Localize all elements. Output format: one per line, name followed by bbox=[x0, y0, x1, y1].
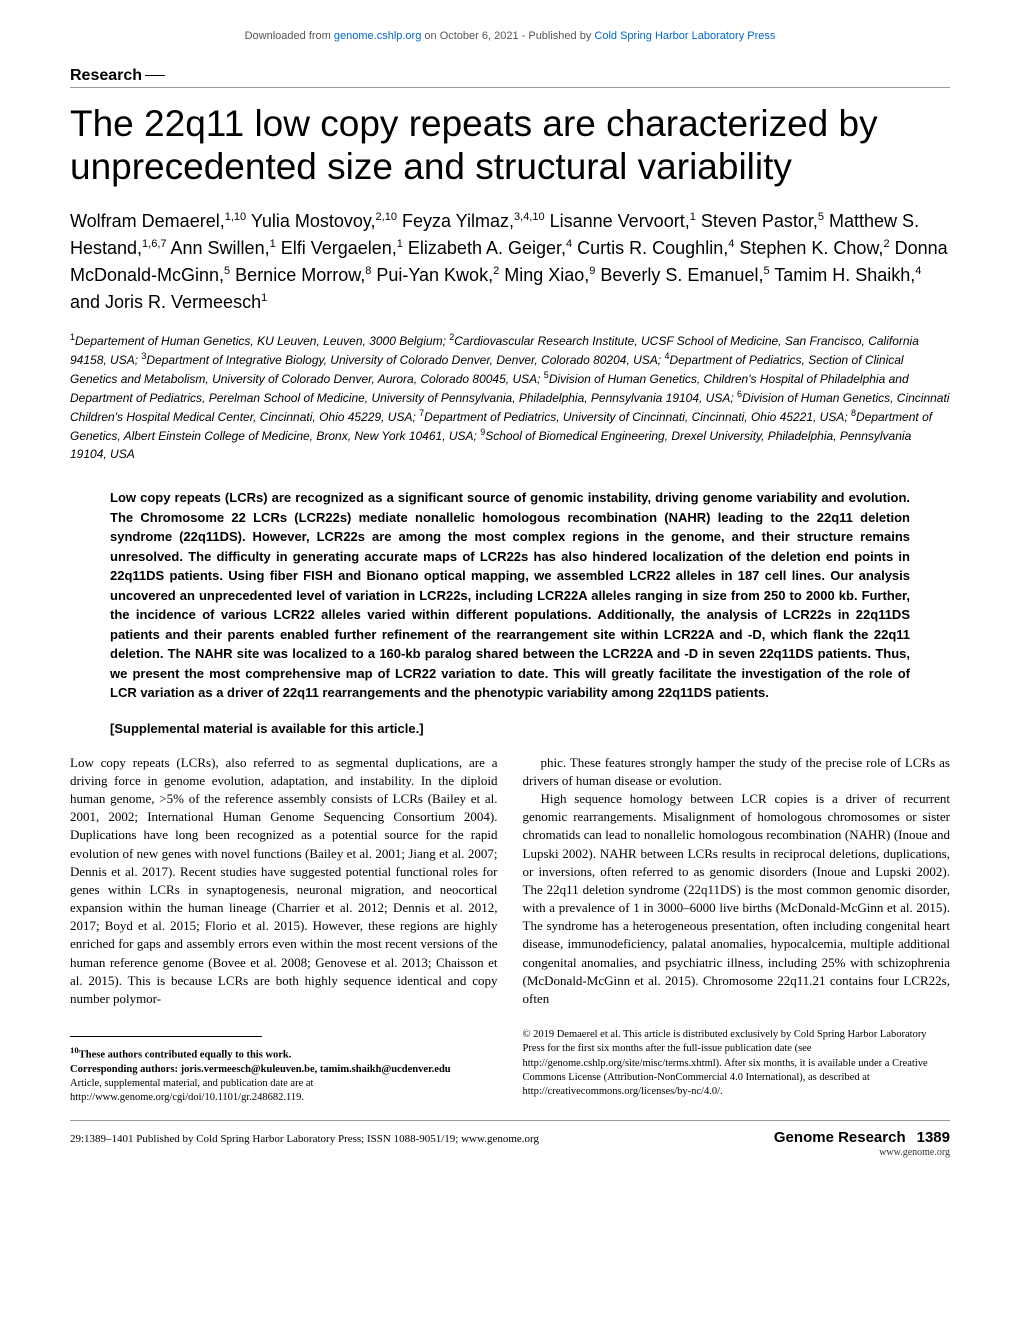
journal-info: Genome Research 1389 www.genome.org bbox=[774, 1129, 950, 1158]
journal-name: Genome Research bbox=[774, 1129, 906, 1146]
banner-mid: on October 6, 2021 - Published by bbox=[421, 30, 594, 42]
footnote-section: 10These authors contributed equally to t… bbox=[70, 1028, 950, 1105]
body-paragraph: High sequence homology between LCR copie… bbox=[523, 790, 951, 1008]
equal-contribution-note: 10These authors contributed equally to t… bbox=[70, 1045, 498, 1063]
copyright-notice: © 2019 Demaerel et al. This article is d… bbox=[523, 1028, 951, 1099]
supplemental-note: [Supplemental material is available for … bbox=[110, 721, 910, 736]
corresponding-authors: Corresponding authors: joris.vermeesch@k… bbox=[70, 1063, 498, 1077]
article-title: The 22q11 low copy repeats are character… bbox=[70, 103, 950, 188]
section-label: Research bbox=[70, 67, 950, 88]
journal-url: www.genome.org bbox=[879, 1147, 950, 1158]
banner-link-publisher[interactable]: Cold Spring Harbor Laboratory Press bbox=[594, 30, 775, 42]
page-number: 1389 bbox=[917, 1129, 950, 1146]
body-text: Low copy repeats (LCRs), also referred t… bbox=[70, 754, 950, 1009]
download-banner: Downloaded from genome.cshlp.org on Octo… bbox=[70, 30, 950, 42]
article-info: Article, supplemental material, and publ… bbox=[70, 1077, 498, 1105]
body-paragraph: Low copy repeats (LCRs), also referred t… bbox=[70, 754, 498, 1009]
banner-prefix: Downloaded from bbox=[245, 30, 334, 42]
footnote-divider bbox=[70, 1036, 262, 1037]
banner-link-source[interactable]: genome.cshlp.org bbox=[334, 30, 421, 42]
abstract: Low copy repeats (LCRs) are recognized a… bbox=[110, 488, 910, 703]
author-list: Wolfram Demaerel,1,10 Yulia Mostovoy,2,1… bbox=[70, 208, 950, 316]
page-footer: 29:1389–1401 Published by Cold Spring Ha… bbox=[70, 1120, 950, 1158]
affiliations: 1Departement of Human Genetics, KU Leuve… bbox=[70, 331, 950, 463]
body-paragraph: phic. These features strongly hamper the… bbox=[523, 754, 951, 790]
footer-citation: 29:1389–1401 Published by Cold Spring Ha… bbox=[70, 1133, 539, 1145]
